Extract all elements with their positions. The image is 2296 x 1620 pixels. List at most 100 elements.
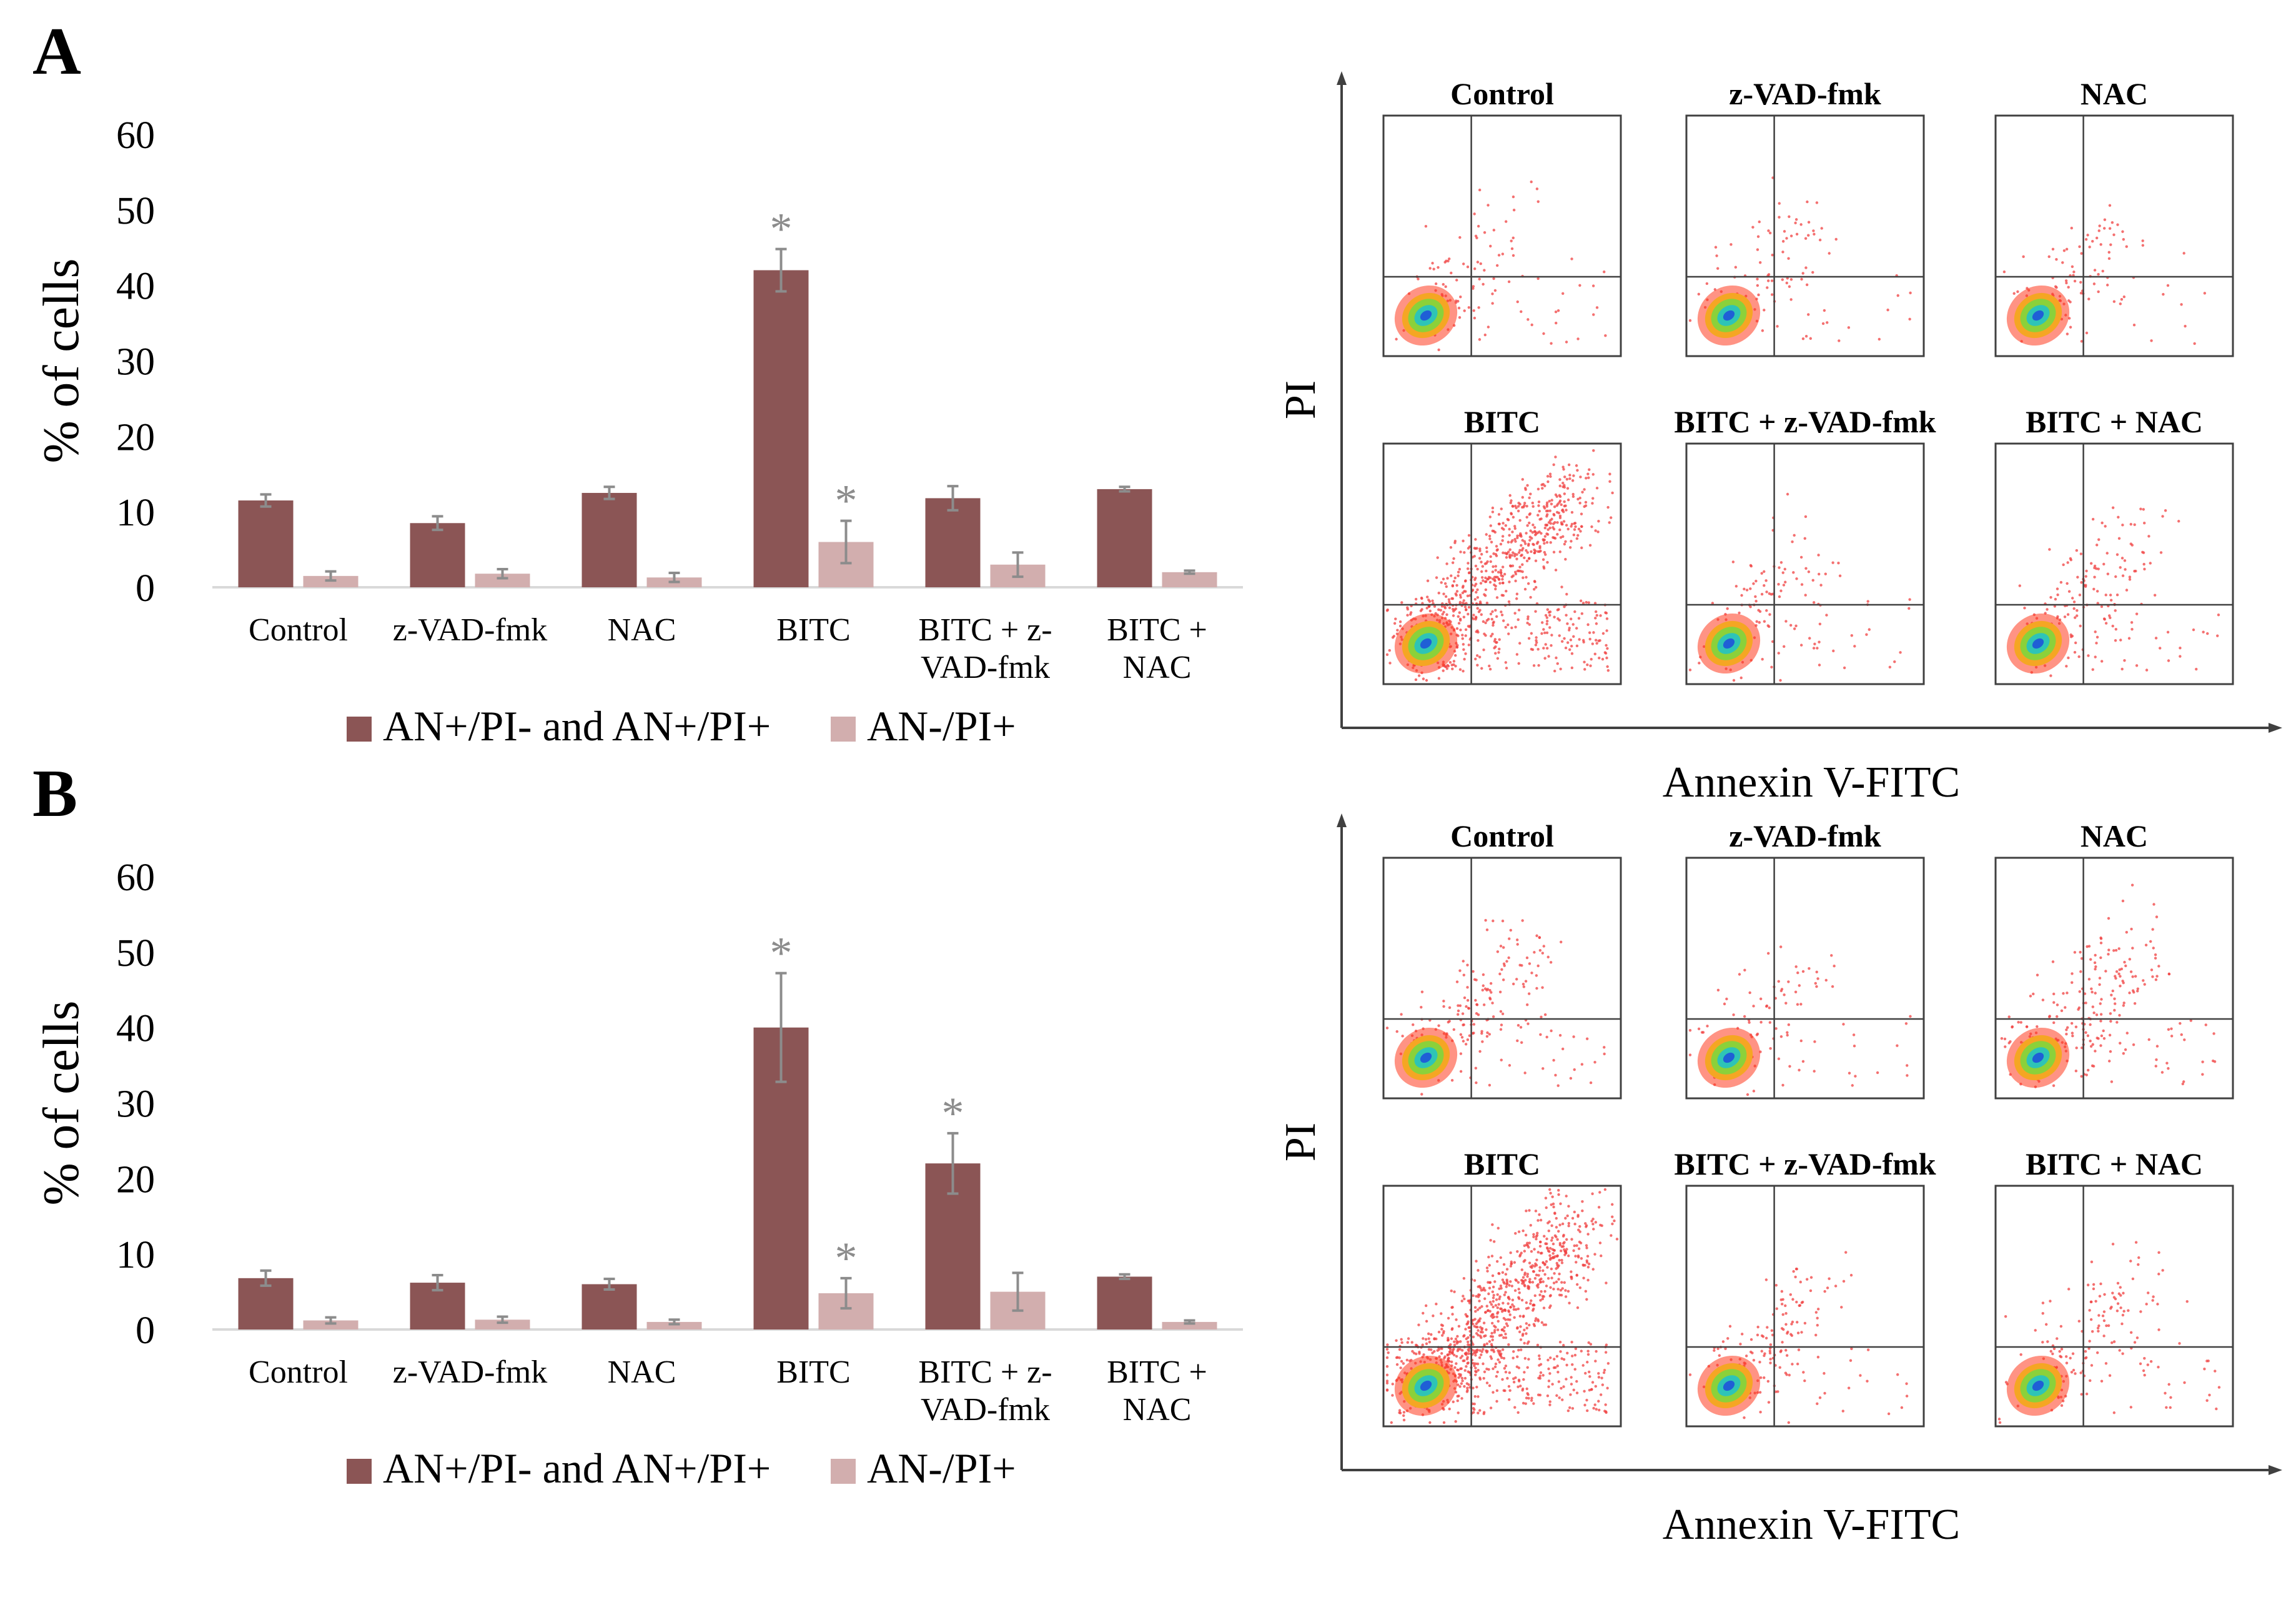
- flow-event: [1527, 1396, 1530, 1400]
- flow-event: [2089, 958, 2092, 961]
- flow-event: [2095, 642, 2098, 645]
- flow-event: [1538, 1245, 1542, 1248]
- flow-event: [1461, 634, 1464, 637]
- flow-event: [1594, 617, 1597, 620]
- flow-event: [2091, 668, 2094, 671]
- flow-event: [1523, 1271, 1527, 1275]
- flow-event: [1749, 587, 1752, 590]
- flow-event: [2041, 1301, 2045, 1304]
- flow-event: [1530, 1399, 1533, 1402]
- flow-event: [2213, 1060, 2217, 1063]
- flow-event: [1550, 1029, 1553, 1033]
- flow-event: [1565, 592, 1568, 596]
- flow-event: [1455, 1318, 1458, 1321]
- flow-event: [1559, 667, 1562, 670]
- flow-event: [1866, 600, 1869, 603]
- flow-event: [2084, 575, 2087, 578]
- flow-event: [1486, 1031, 1489, 1035]
- flow-event: [2074, 1025, 2078, 1028]
- flow-event: [1545, 503, 1549, 506]
- flow-event: [2066, 561, 2069, 564]
- flow-event: [1590, 657, 1593, 661]
- flow-event: [1828, 252, 1831, 255]
- flow-event: [1688, 1373, 1692, 1376]
- flow-event: [1774, 1027, 1778, 1030]
- flow-event: [1555, 1280, 1558, 1284]
- flow-event: [1789, 234, 1793, 237]
- flow-event: [1579, 599, 1583, 602]
- flow-event: [1796, 1331, 1800, 1334]
- y-tick-label: 40: [116, 1008, 155, 1050]
- flow-event: [1583, 660, 1586, 663]
- flow-event: [1567, 463, 1571, 467]
- flow-event: [1496, 657, 1500, 660]
- flow-event: [1516, 1039, 1519, 1043]
- flow-event: [2080, 1075, 2083, 1078]
- flow-event: [1492, 1296, 1495, 1299]
- flow-event: [1467, 605, 1471, 609]
- flow-event: [1581, 1209, 1584, 1213]
- flow-event: [2075, 614, 2079, 617]
- flow-event: [1473, 1394, 1477, 1398]
- flow-event: [1455, 279, 1458, 282]
- flow-event: [1556, 617, 1560, 620]
- flow-event: [1558, 514, 1562, 518]
- flow-event: [1571, 623, 1575, 626]
- flow-event: [1560, 585, 1563, 589]
- flow-event: [1570, 525, 1573, 528]
- flow-event: [1480, 1350, 1483, 1353]
- flow-event: [1613, 1219, 1616, 1223]
- flow-event: [2112, 233, 2115, 236]
- flow-event: [1553, 520, 1556, 524]
- flow-event: [1472, 285, 1475, 288]
- flow-event: [1536, 648, 1540, 651]
- flow-event: [1516, 943, 1519, 946]
- flow-event: [1485, 1266, 1489, 1270]
- significance-star: *: [835, 476, 858, 526]
- flow-event: [1591, 1268, 1595, 1271]
- flow-plot: z-VAD-fmk: [1685, 76, 1925, 357]
- flow-event: [1591, 1218, 1595, 1221]
- flow-event: [1555, 1354, 1559, 1358]
- flow-event: [1521, 478, 1525, 481]
- bar: [238, 500, 294, 587]
- flow-event: [1504, 1273, 1508, 1276]
- flow-event: [1463, 579, 1467, 583]
- flow-event: [1497, 570, 1500, 574]
- flow-event: [1539, 1371, 1543, 1374]
- flow-event: [1518, 519, 1522, 522]
- x-tick-label: NAC: [608, 1354, 676, 1390]
- flow-event: [1574, 1347, 1578, 1351]
- flow-event: [2152, 947, 2155, 950]
- flow-event: [1533, 580, 1536, 584]
- flow-event: [1482, 973, 1485, 976]
- flow-event: [1905, 1382, 1908, 1385]
- flow-event: [1527, 992, 1531, 995]
- flow-event: [2131, 947, 2134, 950]
- flow-event: [1485, 1381, 1489, 1384]
- flow-event: [1453, 1290, 1456, 1293]
- flow-event: [2049, 1349, 2052, 1353]
- flow-event: [1555, 1235, 1558, 1239]
- flow-event: [1521, 495, 1525, 499]
- flow-event: [1559, 1288, 1563, 1292]
- flow-event: [1496, 1312, 1499, 1315]
- flow-event: [1517, 551, 1521, 554]
- flow-event: [1760, 592, 1764, 596]
- flow-event: [2002, 270, 2006, 274]
- flow-event: [1391, 1394, 1394, 1397]
- flow-event: [1503, 1366, 1507, 1370]
- flow-event: [1592, 1228, 1595, 1231]
- flow-event: [1511, 539, 1514, 542]
- flow-event: [1804, 266, 1808, 269]
- flow-event: [1510, 554, 1513, 557]
- flow-event: [1499, 1285, 1503, 1288]
- flow-plot: Control: [1382, 818, 1622, 1100]
- flow-event: [1463, 1369, 1467, 1372]
- flow-event: [1456, 1394, 1459, 1398]
- flow-event: [1813, 1040, 1816, 1043]
- flow-event: [1559, 940, 1563, 943]
- flow-event: [2036, 1025, 2039, 1028]
- flow-event: [1525, 956, 1529, 960]
- flow-event: [2011, 1025, 2014, 1028]
